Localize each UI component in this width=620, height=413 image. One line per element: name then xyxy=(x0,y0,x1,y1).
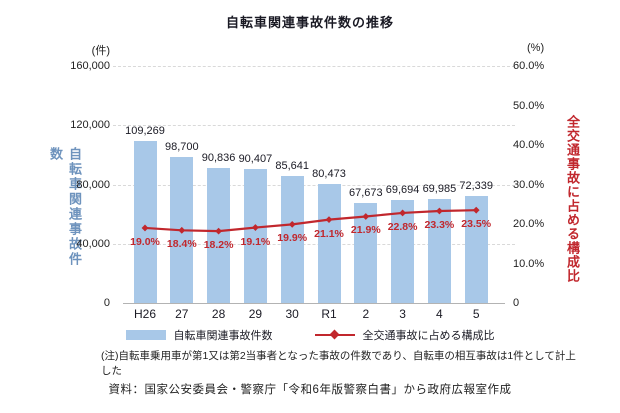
gridline xyxy=(113,243,515,245)
x-axis-tick: 28 xyxy=(211,307,226,321)
bar xyxy=(243,169,267,303)
bar xyxy=(207,168,231,303)
bar xyxy=(317,183,341,303)
bar-value-label: 98,700 xyxy=(164,140,199,153)
footnote: (注)自転車乗用車が第1又は第2当事者となった事故の件数であり、自転車の相互事故… xyxy=(101,350,576,377)
line-value-label: 19.1% xyxy=(240,235,271,248)
x-axis-tick: 4 xyxy=(436,307,443,321)
right-axis-title: 全交通事故に占める構成比 xyxy=(565,115,580,283)
gridline xyxy=(113,66,515,67)
line-value-label: 23.3% xyxy=(424,218,455,231)
y-axis-tick-left: 40,000 xyxy=(76,237,110,250)
bar-value-label: 80,473 xyxy=(312,167,346,180)
bar-value-label: 67,673 xyxy=(348,186,383,199)
x-axis-tick: 3 xyxy=(399,307,406,321)
bar-value-label: 85,641 xyxy=(275,160,310,173)
left-axis-unit: (件) xyxy=(91,45,110,57)
right-axis-unit: (%) xyxy=(527,42,545,54)
x-axis-tick: 29 xyxy=(248,307,263,321)
legend-line-label: 全交通事故に占める構成比 xyxy=(362,330,495,342)
bar-value-label: 72,339 xyxy=(459,179,494,192)
line-value-label: 22.8% xyxy=(387,220,418,233)
bar-value-label: 109,269 xyxy=(125,125,165,138)
bar xyxy=(354,202,378,303)
bar-value-label: 69,694 xyxy=(385,183,420,196)
y-axis-tick-left: 120,000 xyxy=(70,119,110,132)
y-axis-tick-right: 50.0% xyxy=(513,99,545,112)
y-axis-tick-left: 80,000 xyxy=(76,178,110,191)
y-axis-tick-right: 20.0% xyxy=(513,218,545,230)
left-axis-title: 自転車関連事故件数 xyxy=(48,147,82,267)
bar xyxy=(427,199,451,303)
line-value-label: 21.9% xyxy=(350,224,381,237)
x-axis-tick: 27 xyxy=(175,307,189,321)
bar xyxy=(133,141,157,303)
line-value-label: 18.4% xyxy=(166,238,197,251)
source-credit: 資料：国家公安委員会・警察庁「令和6年版警察白書」から政府広報室作成 xyxy=(108,384,512,396)
bar xyxy=(170,156,194,303)
legend-item-bar: 自転車関連事故件数 xyxy=(125,327,273,343)
bar-swatch-icon xyxy=(125,330,166,340)
x-axis-line xyxy=(123,303,505,304)
x-axis-tick: 30 xyxy=(285,307,299,321)
line-value-label: 18.2% xyxy=(203,239,234,252)
x-axis-tick: R1 xyxy=(321,307,337,321)
bar-value-label: 90,407 xyxy=(238,153,273,166)
legend-item-line: 全交通事故に占める構成比 xyxy=(314,327,495,343)
y-axis-tick-right: 60.0% xyxy=(513,60,545,72)
bar xyxy=(391,199,415,303)
x-axis-tick: 5 xyxy=(472,307,480,321)
gridline xyxy=(113,125,515,127)
bar xyxy=(280,176,304,303)
y-axis-tick-left: 0 xyxy=(103,297,110,309)
line-marker-icon xyxy=(314,329,355,340)
line-value-label: 23.5% xyxy=(461,218,492,231)
y-axis-tick-left: 160,000 xyxy=(70,60,110,72)
x-axis-tick: 2 xyxy=(362,307,370,321)
bar-value-label: 90,836 xyxy=(201,152,236,165)
line-value-label: 19.9% xyxy=(277,232,308,245)
x-axis-tick: H26 xyxy=(133,307,156,321)
line-value-label: 21.1% xyxy=(314,227,344,240)
line-value-label: 19.0% xyxy=(130,235,160,248)
y-axis-tick-right: 0 xyxy=(513,297,520,309)
y-axis-tick-right: 40.0% xyxy=(513,139,545,151)
bar xyxy=(464,195,488,303)
gridline xyxy=(113,184,515,186)
legend-bar-label: 自転車関連事故件数 xyxy=(173,330,273,342)
bar-value-label: 69,985 xyxy=(422,183,457,196)
legend: 自転車関連事故件数 全交通事故に占める構成比 xyxy=(0,327,620,343)
y-axis-tick-right: 30.0% xyxy=(513,178,545,191)
chart-title: 自転車関連事故件数の推移 xyxy=(225,15,394,30)
y-axis-tick-right: 10.0% xyxy=(513,257,545,270)
